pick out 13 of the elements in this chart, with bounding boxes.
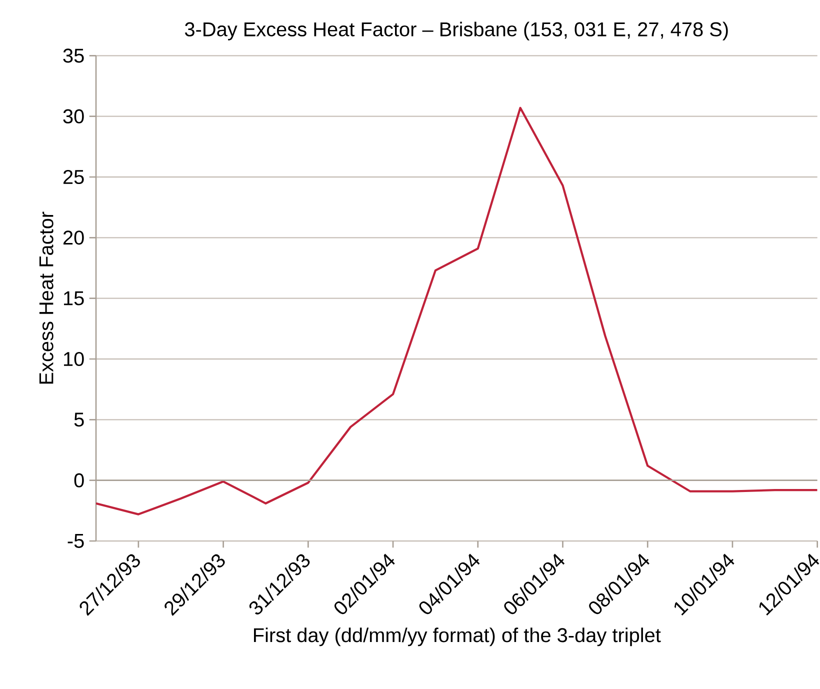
y-tick-label: 25 [63,170,84,184]
y-tick-label: 20 [63,230,84,245]
chart-title: 3-Day Excess Heat Factor – Brisbane (153, 031 E, 27, 478 S) [184,22,728,40]
y-tick-label: 35 [63,48,84,63]
y-tick-label: 0 [74,473,84,488]
y-tick-label: -5 [68,534,84,548]
y-tick-label: 10 [64,352,84,366]
y-tick-label: 30 [63,109,84,124]
y-axis-title: Excess Heat Factor [39,212,54,384]
line-series [96,106,818,516]
x-axis-title: First day (dd/mm/yy format) of the 3-day triplet [254,628,661,646]
y-tick-label: 15 [64,291,84,306]
y-tick-label: 5 [74,412,84,427]
